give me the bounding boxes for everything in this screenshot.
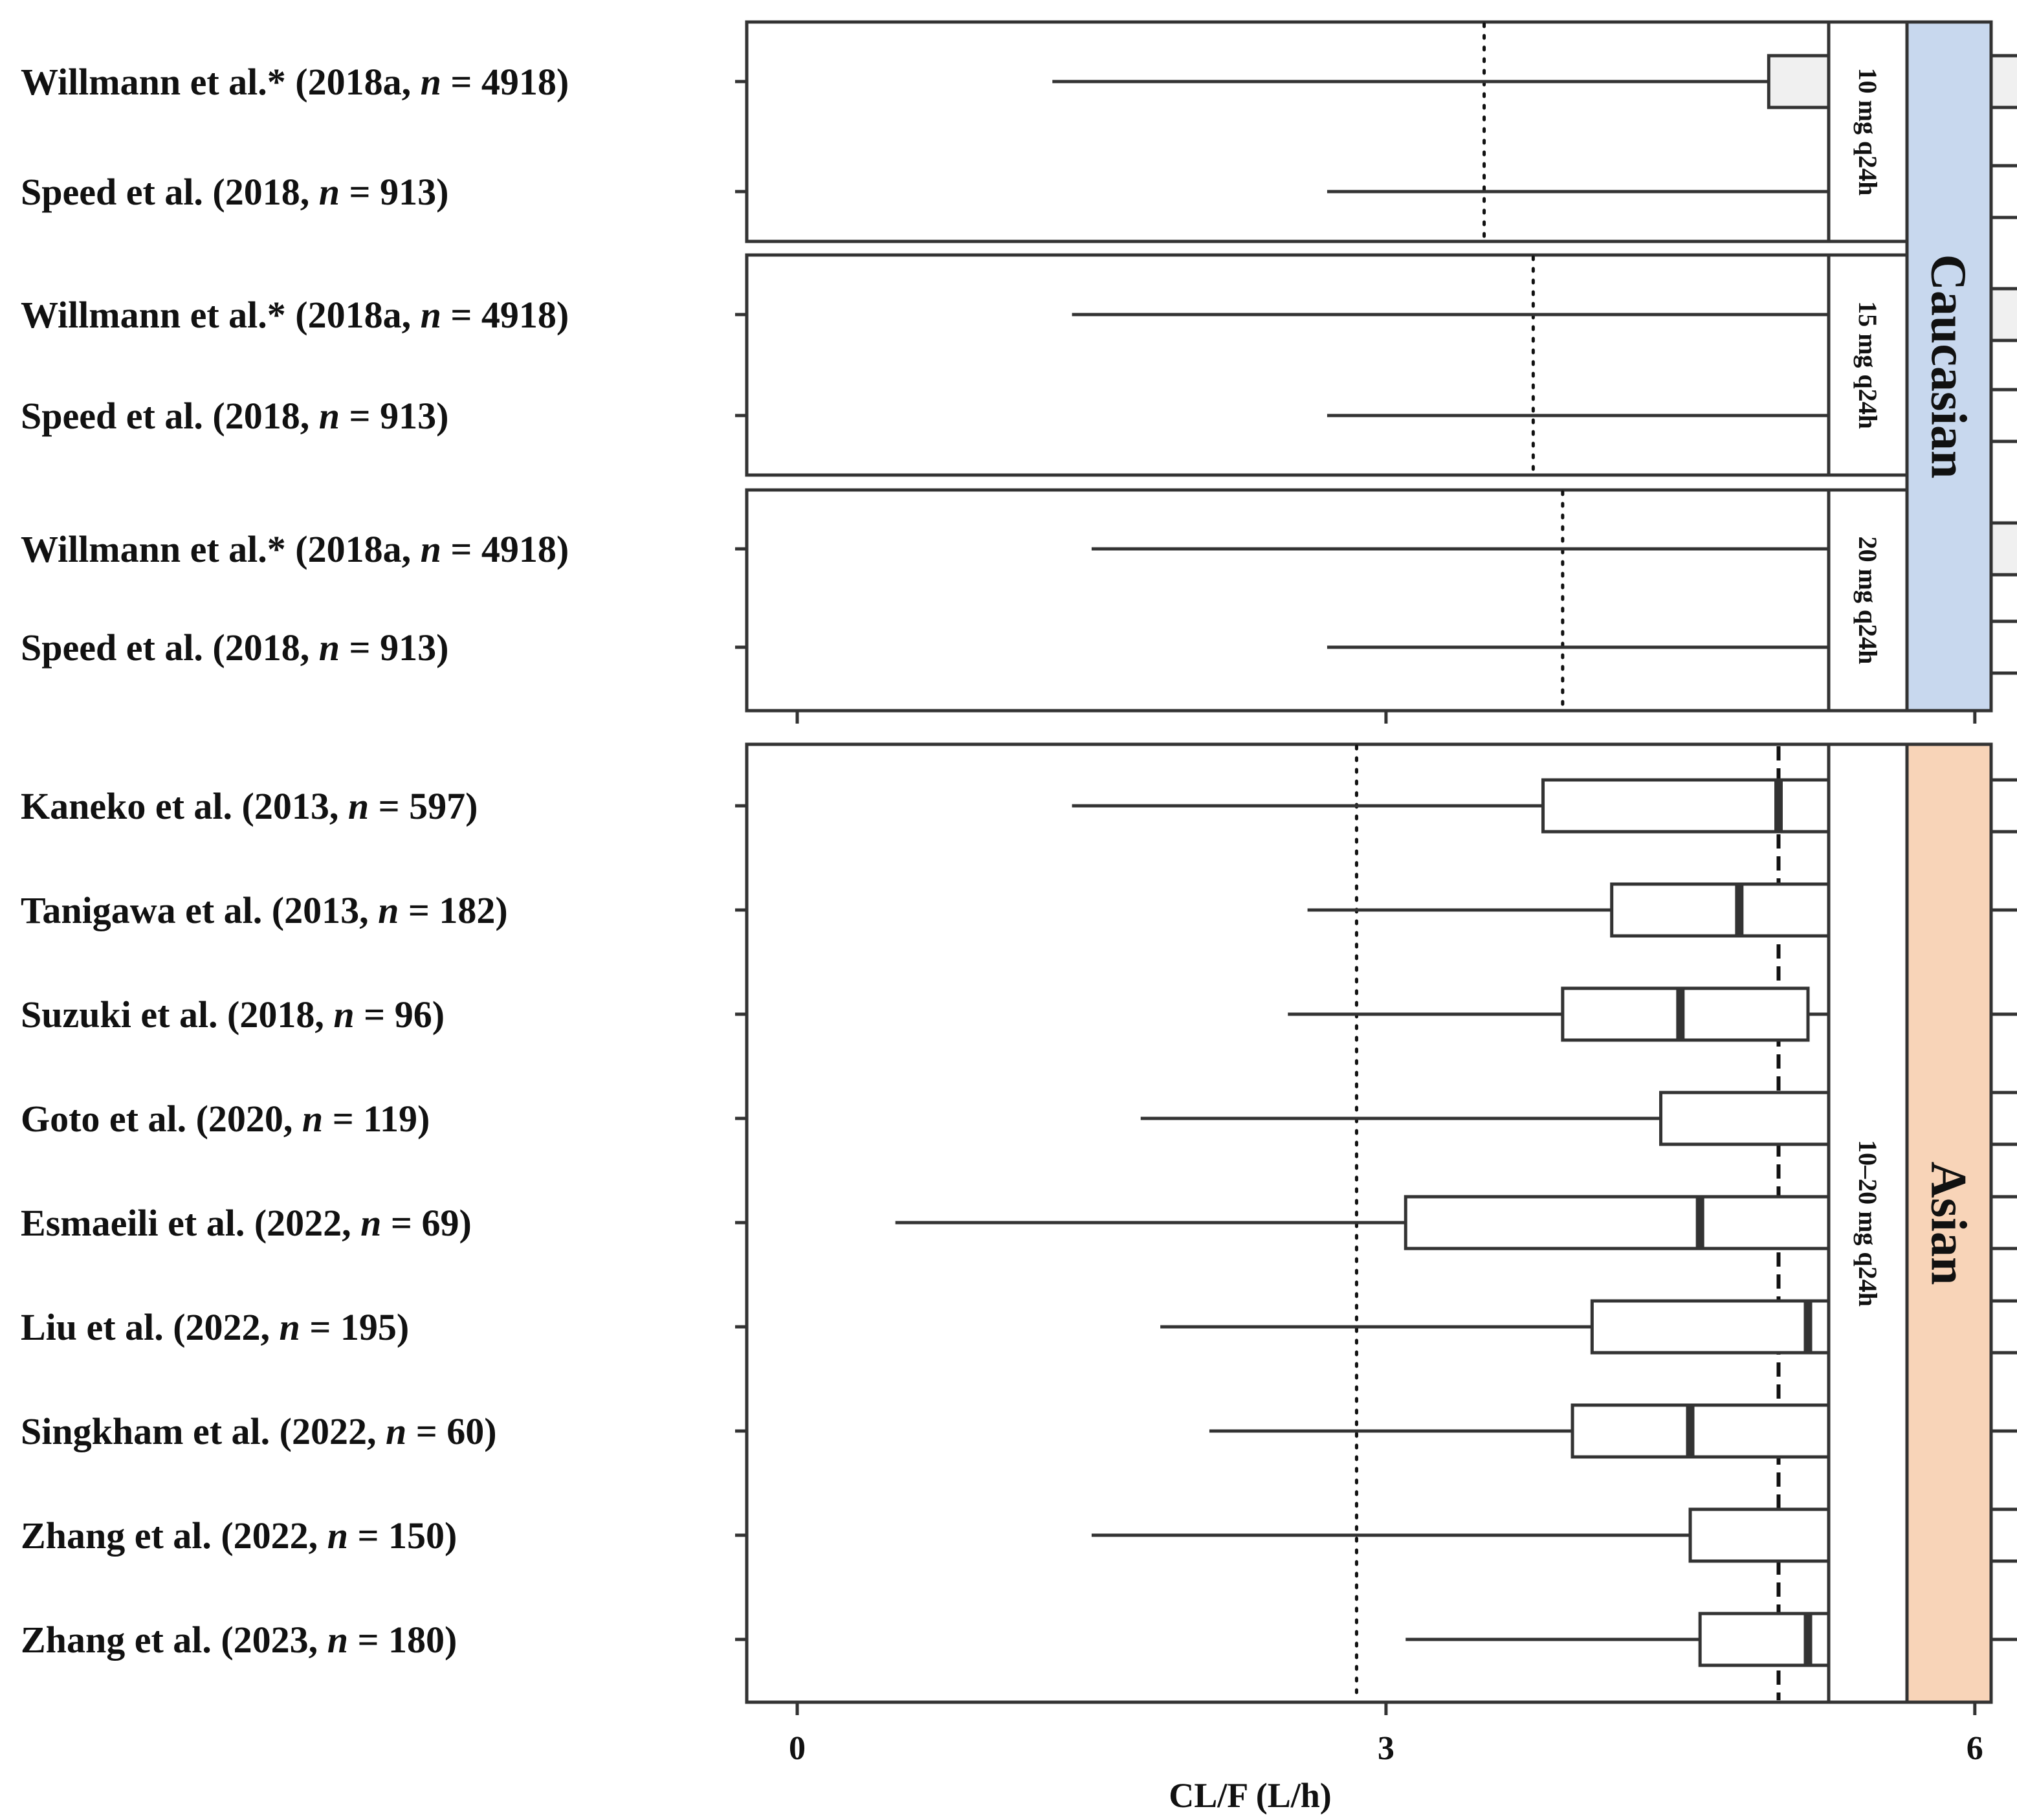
box-3: Suzuki et al. (2018, n = 96) xyxy=(21,986,2017,1042)
study-label: Esmaeili et al. (2022, n = 69) xyxy=(21,1202,472,1244)
study-label: Willmann et al.* (2018a, n = 4918) xyxy=(21,294,569,336)
study-label: Speed et al. (2018, n = 913) xyxy=(21,627,448,669)
study-label: Zhang et al. (2022, n = 150) xyxy=(21,1515,457,1557)
dose-strip xyxy=(1827,20,1909,243)
study-label: Kaneko et al. (2013, n = 597) xyxy=(21,785,478,827)
dose-label: 15 mg q24h xyxy=(1853,301,1882,429)
panel-2: Willmann et al.* (2018a, n = 4918) Speed … xyxy=(21,253,2017,477)
dose-strip xyxy=(1827,488,1909,713)
group-label: Asian xyxy=(1921,1162,1978,1285)
study-label: Willmann et al.* (2018a, n = 4918) xyxy=(21,61,569,103)
study-label: Willmann et al.* (2018a, n = 4918) xyxy=(21,528,569,570)
group-strip-caucasian xyxy=(1905,20,1993,713)
panel-frame xyxy=(745,488,1831,713)
study-label: Goto et al. (2020, n = 119) xyxy=(21,1098,430,1140)
study-label: Speed et al. (2018, n = 913) xyxy=(21,171,448,213)
dose-label: 20 mg q24h xyxy=(1853,537,1882,665)
group-strip-asian xyxy=(1905,742,1993,1704)
x-axis-title: CL/F (L/h) xyxy=(1169,1776,1332,1815)
iqr-box xyxy=(1561,986,1810,1042)
study-label: Suzuki et al. (2018, n = 96) xyxy=(21,993,445,1036)
x-tick-label: 6 xyxy=(1967,1730,1983,1767)
box-7: Singkham et al. (2022, n = 60) xyxy=(21,1403,2017,1459)
panel-frame xyxy=(745,253,1831,477)
study-label: Liu et al. (2022, n = 195) xyxy=(21,1306,409,1348)
panels-layer: Willmann et al.* (2018a, n = 4918) Speed … xyxy=(21,20,2017,1704)
panel-1: Willmann et al.* (2018a, n = 4918) Speed … xyxy=(21,20,2017,243)
x-tick-label: 3 xyxy=(1378,1730,1394,1767)
x-axis: CL/F (L/h) 03691215 xyxy=(789,711,1983,1815)
dose-strip xyxy=(1827,253,1909,477)
iqr-box xyxy=(1571,1403,1839,1459)
dose-label: 10 mg q24h xyxy=(1853,68,1882,196)
dose-label: 10–20 mg q24h xyxy=(1853,1140,1882,1307)
x-tick-label: 0 xyxy=(789,1730,806,1767)
study-label: Tanigawa et al. (2013, n = 182) xyxy=(21,889,508,931)
study-label: Speed et al. (2018, n = 913) xyxy=(21,395,448,437)
box-5: Esmaeili et al. (2022, n = 69) xyxy=(21,1195,2017,1250)
panel-frame xyxy=(745,20,1831,243)
panel-3: Willmann et al.* (2018a, n = 4918) Speed … xyxy=(21,488,2017,713)
dose-strip xyxy=(1827,742,1909,1704)
study-label: Zhang et al. (2023, n = 180) xyxy=(21,1619,457,1661)
panel-4: Kaneko et al. (2013, n = 597) Tanigawa et… xyxy=(21,742,2017,1704)
study-label: Singkham et al. (2022, n = 60) xyxy=(21,1410,497,1452)
group-label: Caucasian xyxy=(1921,254,1978,479)
